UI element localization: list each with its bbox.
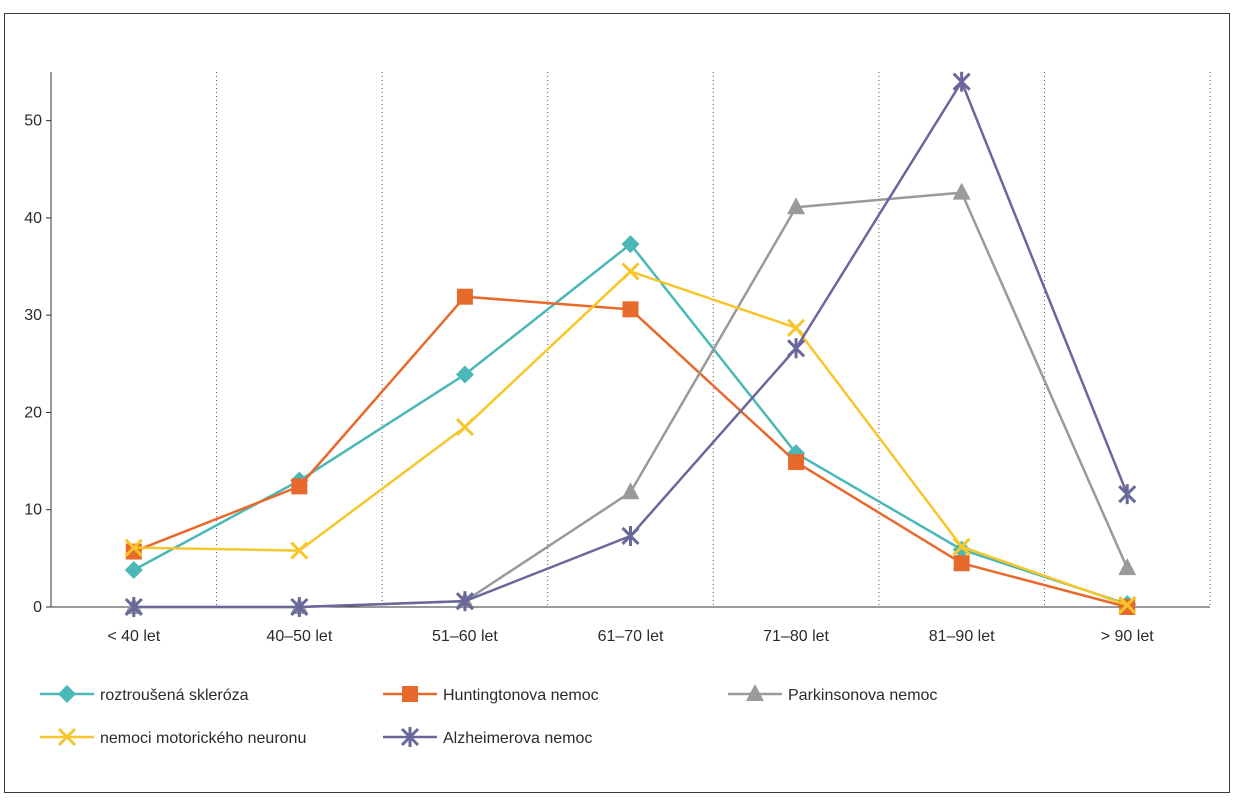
series-3-point-1 <box>290 541 309 560</box>
series-1-point-1 <box>291 478 308 495</box>
legend-label-4: Alzheimerova nemoc <box>443 730 592 747</box>
grid <box>216 72 1211 607</box>
y-tick-label-20: 20 <box>24 404 42 421</box>
chart-frame <box>4 13 1230 793</box>
y-tick-label-0: 0 <box>33 599 42 616</box>
series-1-point-5 <box>953 555 970 572</box>
series-line-1 <box>133 295 1128 609</box>
x-tick-label-0: < 40 let <box>107 628 160 645</box>
series-4-point-1 <box>290 597 309 617</box>
series-3-point-4 <box>787 318 806 337</box>
series-3-point-0 <box>124 538 143 557</box>
y-tick-labels: 0 10 20 30 40 50 <box>24 113 42 616</box>
series-0 <box>124 235 1137 614</box>
legend-marker-1 <box>402 686 418 702</box>
series-3-point-5 <box>952 537 971 556</box>
series-1-point-2 <box>456 288 473 305</box>
legend-marker-4 <box>400 727 420 747</box>
series-4-point-0 <box>124 597 143 617</box>
x-tick-label-4: 71–80 let <box>763 628 829 645</box>
series-4-point-2 <box>455 591 474 612</box>
series-1 <box>125 288 1136 615</box>
x-tick-label-3: 61–70 let <box>598 628 664 645</box>
legend-item-1: Huntingtonova nemoc <box>383 686 599 704</box>
legend-label-2: Parkinsonova nemoc <box>788 687 937 704</box>
series-3 <box>124 262 1137 615</box>
series-4-point-5 <box>952 71 971 92</box>
legend-label-0: roztroušená skleróza <box>100 687 249 704</box>
series-group <box>124 71 1137 617</box>
series-3-point-6 <box>1118 595 1137 615</box>
legend: roztroušená skleróza Huntingtonova nemoc P… <box>40 684 937 747</box>
series-2-point-3 <box>621 482 640 500</box>
series-0-point-3 <box>621 235 640 254</box>
y-tick-label-40: 40 <box>24 210 42 227</box>
x-tick-label-1: 40–50 let <box>266 628 332 645</box>
x-tick-labels: < 40 let 40–50 let 51–60 let 61–70 let 71–80… <box>107 628 1154 645</box>
series-1-point-3 <box>622 301 639 318</box>
x-tick-label-2: 51–60 let <box>432 628 498 645</box>
legend-marker-0 <box>58 685 76 703</box>
series-4-point-6 <box>1118 484 1137 505</box>
x-tick-label-6: > 90 let <box>1101 628 1154 645</box>
series-0-point-0 <box>124 561 143 580</box>
series-3-point-2 <box>455 417 474 437</box>
legend-marker-3 <box>57 727 77 747</box>
legend-item-0: roztroušená skleróza <box>40 685 249 704</box>
legend-item-3: nemoci motorického neuronu <box>40 727 306 747</box>
series-2-point-4 <box>787 197 806 215</box>
legend-marker-2 <box>746 684 764 701</box>
x-tick-label-5: 81–90 let <box>929 628 995 645</box>
series-0-point-5 <box>952 540 971 559</box>
axes <box>46 72 1210 608</box>
series-4 <box>124 71 1137 617</box>
legend-item-4: Alzheimerova nemoc <box>383 727 592 747</box>
series-4-point-4 <box>787 338 806 359</box>
series-3-point-3 <box>621 262 640 281</box>
y-tick-label-50: 50 <box>24 113 42 130</box>
series-2-point-5 <box>952 182 971 200</box>
y-tick-label-30: 30 <box>24 307 42 324</box>
legend-item-2: Parkinsonova nemoc <box>728 684 937 704</box>
series-4-point-3 <box>621 525 640 546</box>
y-tick-label-10: 10 <box>24 502 42 519</box>
series-1-point-4 <box>788 454 805 471</box>
legend-label-1: Huntingtonova nemoc <box>443 687 599 704</box>
series-0-point-2 <box>455 365 474 384</box>
legend-label-3: nemoci motorického neuronu <box>100 730 306 747</box>
series-2-point-6 <box>1118 558 1137 576</box>
